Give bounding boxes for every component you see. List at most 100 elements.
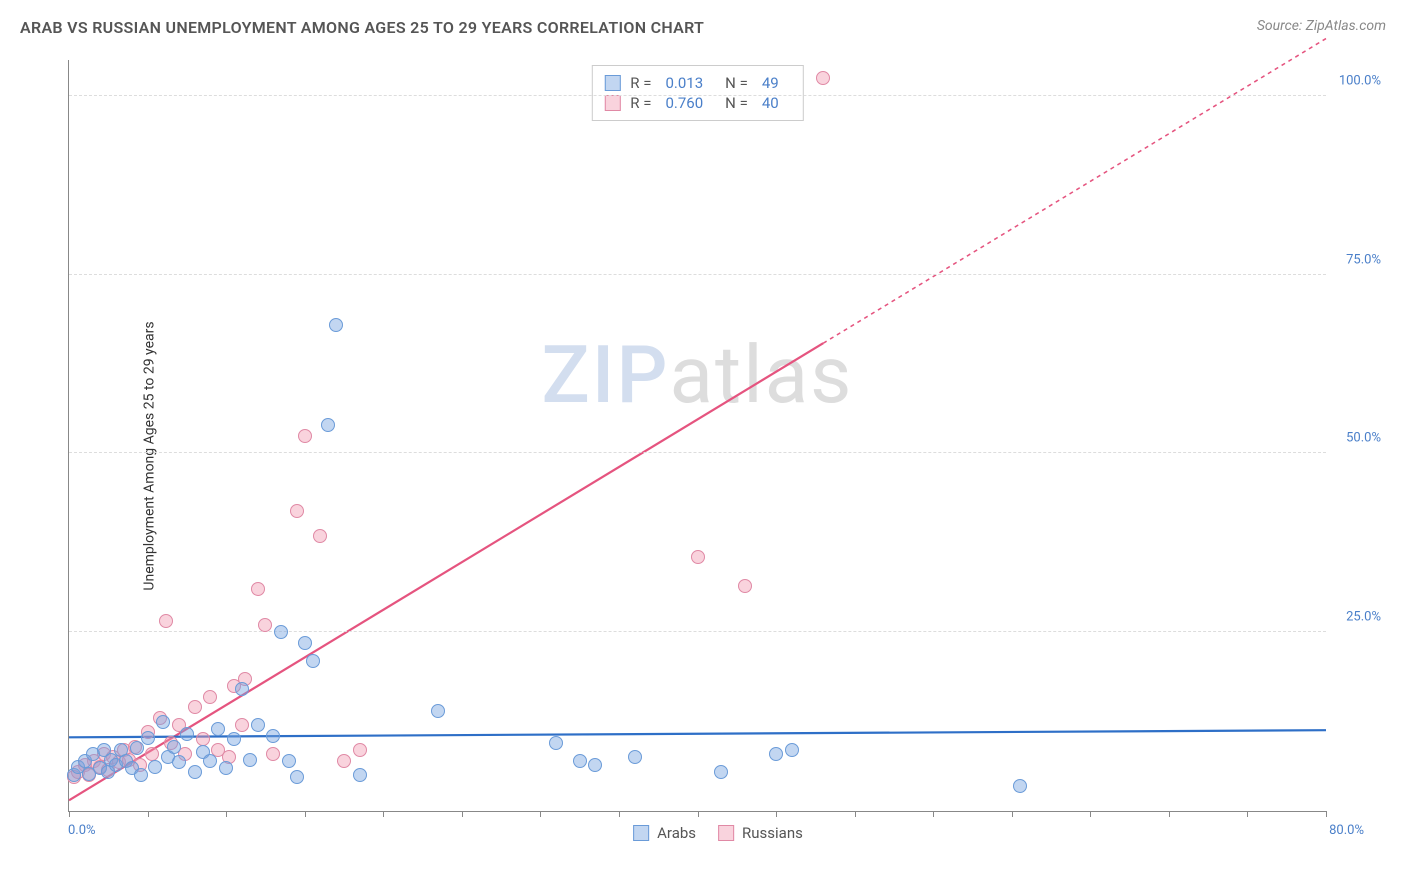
data-point-arabs bbox=[306, 654, 320, 668]
r-value-arabs: 0.013 bbox=[665, 74, 703, 92]
x-tick bbox=[1012, 811, 1013, 817]
y-tick-label: 25.0% bbox=[1346, 610, 1381, 625]
data-point-arabs bbox=[235, 682, 249, 696]
x-tick bbox=[1169, 811, 1170, 817]
swatch-arabs bbox=[604, 75, 620, 91]
x-tick bbox=[619, 811, 620, 817]
data-point-arabs bbox=[282, 754, 296, 768]
data-point-russians bbox=[258, 618, 272, 632]
data-point-arabs bbox=[188, 765, 202, 779]
r-value-russians: 0.760 bbox=[665, 94, 703, 112]
data-point-arabs bbox=[714, 765, 728, 779]
x-tick bbox=[855, 811, 856, 817]
data-point-russians bbox=[145, 747, 159, 761]
n-label: N = bbox=[725, 94, 748, 112]
data-point-arabs bbox=[203, 754, 217, 768]
data-point-russians bbox=[337, 754, 351, 768]
data-point-russians bbox=[298, 429, 312, 443]
data-point-arabs bbox=[549, 736, 563, 750]
data-point-arabs bbox=[130, 741, 144, 755]
x-tick bbox=[1247, 811, 1248, 817]
n-label: N = bbox=[725, 74, 748, 92]
legend-swatch-arabs bbox=[633, 825, 649, 841]
watermark-atlas: atlas bbox=[670, 328, 854, 422]
data-point-russians bbox=[188, 700, 202, 714]
data-point-arabs bbox=[628, 750, 642, 764]
data-point-arabs bbox=[298, 636, 312, 650]
bottom-legend: Arabs Russians bbox=[633, 824, 803, 842]
gridline bbox=[69, 274, 1326, 275]
data-point-russians bbox=[235, 718, 249, 732]
legend-label-russians: Russians bbox=[742, 824, 803, 842]
x-tick bbox=[69, 811, 70, 817]
data-point-arabs bbox=[251, 718, 265, 732]
legend-item-russians: Russians bbox=[718, 824, 803, 842]
data-point-russians bbox=[251, 582, 265, 596]
gridline bbox=[69, 95, 1326, 96]
chart-header: ARAB VS RUSSIAN UNEMPLOYMENT AMONG AGES … bbox=[0, 0, 1406, 45]
trend-lines bbox=[69, 60, 1326, 811]
data-point-arabs bbox=[219, 761, 233, 775]
n-value-arabs: 49 bbox=[762, 74, 779, 92]
x-axis-min-label: 0.0% bbox=[68, 823, 96, 838]
data-point-arabs bbox=[588, 758, 602, 772]
correlation-row-arabs: R = 0.013 N = 49 bbox=[604, 74, 790, 92]
data-point-russians bbox=[159, 614, 173, 628]
data-point-arabs bbox=[134, 768, 148, 782]
watermark-zip: ZIP bbox=[542, 328, 670, 422]
data-point-arabs bbox=[148, 760, 162, 774]
x-axis-max-label: 80.0% bbox=[1329, 823, 1364, 838]
data-point-russians bbox=[691, 550, 705, 564]
chart-area: Unemployment Among Ages 25 to 29 years Z… bbox=[50, 60, 1386, 852]
data-point-arabs bbox=[227, 732, 241, 746]
data-point-arabs bbox=[785, 743, 799, 757]
x-tick bbox=[462, 811, 463, 817]
data-point-russians bbox=[290, 504, 304, 518]
gridline bbox=[69, 452, 1326, 453]
data-point-arabs bbox=[141, 731, 155, 745]
data-point-russians bbox=[203, 690, 217, 704]
data-point-russians bbox=[266, 747, 280, 761]
correlation-row-russians: R = 0.760 N = 40 bbox=[604, 94, 790, 112]
data-point-russians bbox=[313, 529, 327, 543]
y-tick-label: 50.0% bbox=[1346, 431, 1381, 446]
legend-label-arabs: Arabs bbox=[657, 824, 696, 842]
x-tick bbox=[1090, 811, 1091, 817]
gridline bbox=[69, 631, 1326, 632]
data-point-arabs bbox=[211, 722, 225, 736]
x-tick bbox=[1326, 811, 1327, 817]
x-tick bbox=[305, 811, 306, 817]
swatch-russians bbox=[604, 95, 620, 111]
data-point-arabs bbox=[274, 625, 288, 639]
data-point-arabs bbox=[321, 418, 335, 432]
correlation-box: R = 0.013 N = 49 R = 0.760 N = 40 bbox=[591, 65, 803, 121]
y-tick-label: 100.0% bbox=[1339, 73, 1381, 88]
data-point-arabs bbox=[769, 747, 783, 761]
data-point-arabs bbox=[172, 755, 186, 769]
data-point-arabs bbox=[266, 729, 280, 743]
watermark: ZIPatlas bbox=[542, 328, 854, 422]
data-point-arabs bbox=[290, 770, 304, 784]
data-point-arabs bbox=[243, 753, 257, 767]
plot-region: ZIPatlas R = 0.013 N = 49 R = 0.760 N = … bbox=[68, 60, 1326, 812]
data-point-russians bbox=[353, 743, 367, 757]
x-tick bbox=[148, 811, 149, 817]
data-point-arabs bbox=[353, 768, 367, 782]
source-attribution: Source: ZipAtlas.com bbox=[1257, 18, 1386, 34]
data-point-russians bbox=[738, 579, 752, 593]
r-label: R = bbox=[630, 74, 651, 92]
x-tick bbox=[383, 811, 384, 817]
data-point-arabs bbox=[431, 704, 445, 718]
data-point-arabs bbox=[167, 740, 181, 754]
x-tick bbox=[933, 811, 934, 817]
x-tick bbox=[776, 811, 777, 817]
data-point-russians bbox=[816, 71, 830, 85]
y-tick-label: 75.0% bbox=[1346, 252, 1381, 267]
data-point-arabs bbox=[1013, 779, 1027, 793]
legend-swatch-russians bbox=[718, 825, 734, 841]
data-point-arabs bbox=[180, 727, 194, 741]
x-tick bbox=[698, 811, 699, 817]
data-point-arabs bbox=[329, 318, 343, 332]
data-point-arabs bbox=[573, 754, 587, 768]
n-value-russians: 40 bbox=[762, 94, 779, 112]
